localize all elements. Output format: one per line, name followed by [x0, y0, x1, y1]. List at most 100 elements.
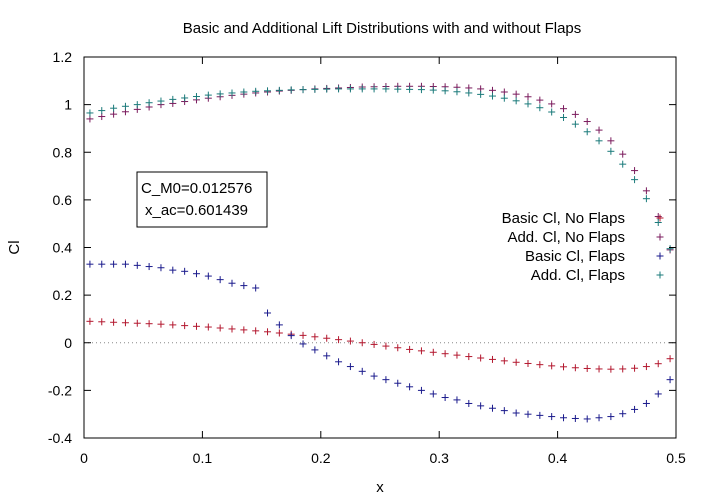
- data-point: [311, 85, 319, 93]
- data-point: [323, 334, 331, 342]
- data-point: [228, 89, 236, 97]
- data-point: [512, 409, 520, 417]
- x-tick-label: 0.2: [311, 450, 331, 466]
- data-point: [406, 383, 414, 391]
- data-point: [406, 345, 414, 353]
- data-point: [358, 85, 366, 93]
- data-point: [642, 187, 650, 195]
- data-point: [287, 332, 295, 340]
- data-point: [192, 322, 200, 330]
- data-point: [583, 415, 591, 423]
- legend-marker: [656, 271, 664, 279]
- data-point: [607, 365, 615, 373]
- data-point: [358, 339, 366, 347]
- data-point: [666, 376, 674, 384]
- data-point: [204, 323, 212, 331]
- data-point: [417, 347, 425, 355]
- series-3: [86, 260, 674, 423]
- data-point: [548, 100, 556, 108]
- data-point: [512, 358, 520, 366]
- data-point: [382, 85, 390, 93]
- data-point: [133, 319, 141, 327]
- data-point: [500, 357, 508, 365]
- data-point: [654, 390, 662, 398]
- y-tick-label: 1: [64, 97, 72, 113]
- data-point: [252, 284, 260, 292]
- data-point: [169, 95, 177, 103]
- annotation-box: C_M0=0.012576 x_ac=0.601439: [136, 171, 268, 228]
- data-point: [441, 87, 449, 95]
- data-point: [181, 267, 189, 275]
- data-point: [488, 404, 496, 412]
- x-tick-label: 0.4: [548, 450, 568, 466]
- data-point: [465, 353, 473, 361]
- data-point: [417, 86, 425, 94]
- y-tick-label: -0.2: [48, 382, 72, 398]
- data-point: [477, 402, 485, 410]
- data-point: [86, 260, 94, 268]
- data-point: [619, 150, 627, 158]
- series-4: [86, 85, 674, 253]
- data-point: [335, 85, 343, 93]
- data-point: [666, 355, 674, 363]
- data-point: [560, 113, 568, 121]
- legend-label: Add. Cl, Flaps: [531, 267, 625, 284]
- data-point: [406, 85, 414, 93]
- data-point: [110, 260, 118, 268]
- data-point: [145, 263, 153, 271]
- data-point: [548, 108, 556, 116]
- series-2: [86, 82, 674, 254]
- data-point: [181, 94, 189, 102]
- data-point: [595, 365, 603, 373]
- data-point: [642, 399, 650, 407]
- data-point: [512, 90, 520, 98]
- data-point: [110, 318, 118, 326]
- data-point: [192, 93, 200, 101]
- data-point: [181, 322, 189, 330]
- data-point: [133, 261, 141, 269]
- data-point: [417, 386, 425, 394]
- data-point: [453, 396, 461, 404]
- data-point: [441, 394, 449, 402]
- data-point: [299, 331, 307, 339]
- data-point: [619, 410, 627, 418]
- data-point: [110, 104, 118, 112]
- data-point: [287, 86, 295, 94]
- data-point: [157, 97, 165, 105]
- data-point: [619, 160, 627, 168]
- chart-title: Basic and Additional Lift Distributions …: [183, 20, 582, 37]
- data-point: [536, 411, 544, 419]
- data-point: [536, 361, 544, 369]
- data-point: [524, 410, 532, 418]
- data-point: [642, 195, 650, 203]
- data-point: [216, 90, 224, 98]
- data-point: [642, 363, 650, 371]
- data-point: [583, 128, 591, 136]
- data-point: [323, 85, 331, 93]
- data-point: [394, 379, 402, 387]
- data-point: [488, 92, 496, 100]
- y-tick-label: 0.6: [53, 192, 73, 208]
- data-point: [666, 245, 674, 253]
- data-point: [571, 110, 579, 118]
- data-point: [607, 413, 615, 421]
- data-point: [654, 213, 662, 221]
- data-point: [382, 342, 390, 350]
- data-point: [192, 270, 200, 278]
- annotation-cm0: C_M0=0.012576: [141, 180, 252, 197]
- data-point: [275, 86, 283, 94]
- data-point: [323, 352, 331, 360]
- annotation-xac: x_ac=0.601439: [145, 202, 248, 219]
- data-point: [240, 282, 248, 290]
- data-point: [619, 365, 627, 373]
- data-point: [98, 107, 106, 115]
- data-point: [524, 93, 532, 101]
- x-tick-label: 0.3: [429, 450, 449, 466]
- data-point: [216, 276, 224, 284]
- data-point: [571, 364, 579, 372]
- data-point: [110, 110, 118, 118]
- data-point: [240, 326, 248, 334]
- legend-label: Basic Cl, No Flaps: [502, 210, 625, 227]
- data-point: [311, 333, 319, 341]
